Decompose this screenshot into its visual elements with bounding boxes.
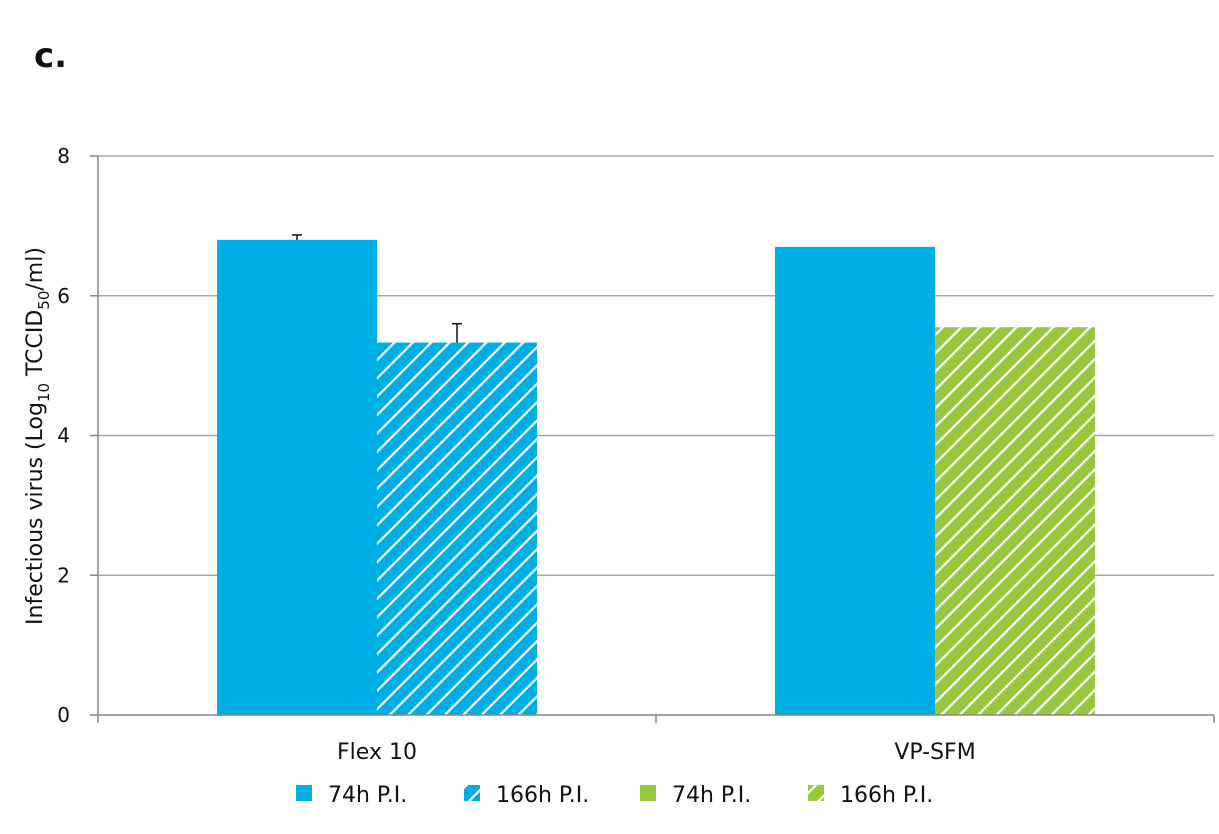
y-tick-label-2: 2 [57, 563, 70, 587]
panel-label: c. [34, 36, 68, 76]
y-tick-label-6: 6 [57, 284, 70, 308]
legend-label-3: 166h P.I. [840, 783, 933, 808]
bars [217, 234, 1095, 715]
y-tick-label-0: 0 [57, 703, 70, 727]
y-tick-label-4: 4 [57, 424, 70, 448]
x-tick-label-1: VP-SFM [894, 740, 975, 765]
bar-vp-sfm-hatched [935, 327, 1095, 715]
legend-swatch-2 [640, 785, 656, 801]
legend-label-0: 74h P.I. [328, 783, 407, 808]
legend-label-1: 166h P.I. [496, 783, 589, 808]
legend-swatch-1 [464, 785, 480, 801]
legend-swatch-3 [808, 785, 824, 801]
bar-flex-10-hatched [377, 342, 537, 715]
bar-vp-sfm-solid [775, 246, 935, 715]
bar-flex-10-solid [217, 239, 377, 715]
axes: 0 2 4 6 8 Flex 10 VP-SFM [57, 144, 1215, 765]
legend-label-2: 74h P.I. [672, 783, 751, 808]
legend-swatch-0 [296, 785, 312, 801]
y-tick-label-8: 8 [57, 144, 70, 168]
x-tick-label-0: Flex 10 [337, 740, 417, 765]
y-axis-label: Infectious virus (Log10 TCCID50/ml) [23, 247, 53, 625]
legend: 74h P.I. 166h P.I. 74h P.I. 166h P.I. [296, 783, 933, 808]
